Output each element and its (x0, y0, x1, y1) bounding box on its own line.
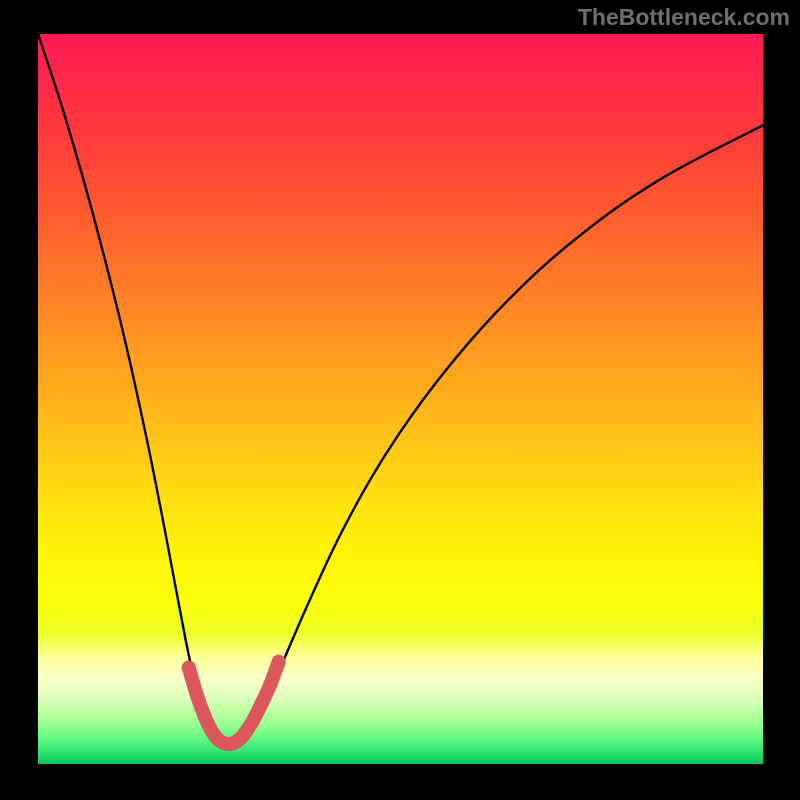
plot-svg (38, 34, 763, 764)
optimal-range-bead (196, 706, 210, 720)
plot-area (38, 34, 763, 764)
watermark-text: TheBottleneck.com (578, 4, 790, 31)
optimal-range-bead (189, 685, 203, 699)
optimal-range-bead (272, 655, 286, 669)
chart-container: TheBottleneck.com (0, 0, 800, 800)
optimal-range-bead (254, 697, 268, 711)
optimal-range-bead (240, 723, 254, 737)
optimal-range-bead (182, 661, 196, 675)
optimal-range-bead (263, 678, 277, 692)
optimal-range-bead (247, 712, 261, 726)
gradient-background (38, 34, 763, 764)
